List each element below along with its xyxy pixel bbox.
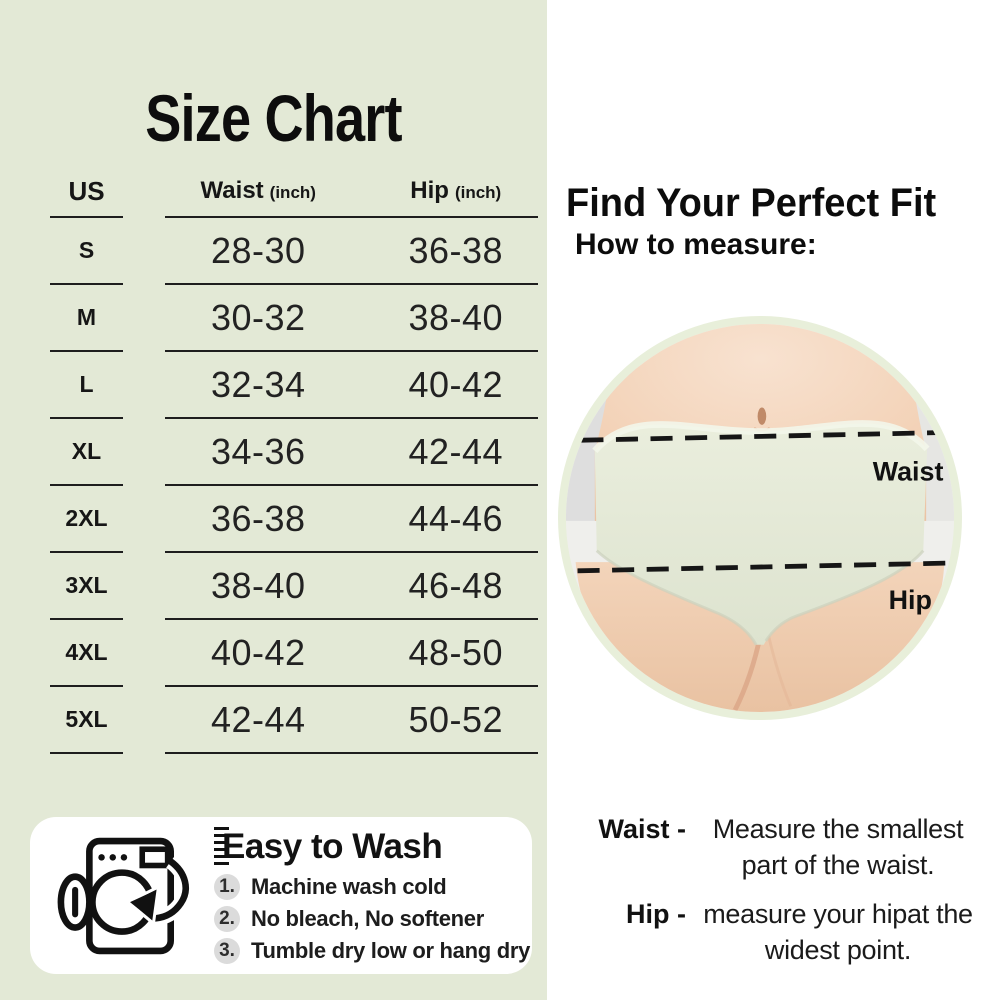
wash-care-card: Easy to Wash 1. Machine wash cold 2. No …	[30, 817, 532, 974]
header-us: US	[50, 166, 123, 218]
definition-desc: measure your hipat the widest point.	[703, 899, 973, 965]
size-cell: L	[50, 352, 123, 419]
item-number-badge: 3.	[214, 938, 240, 964]
measure-definitions: Waist - Measure the smallest part of the…	[566, 812, 976, 969]
definition-row: Waist - Measure the smallest part of the…	[566, 812, 976, 883]
header-waist: Waist (inch)	[165, 177, 352, 205]
definition-term: Waist -	[598, 814, 687, 844]
waist-cell: 42-44	[210, 698, 306, 740]
wash-item-text: Tumble dry low or hang dry	[251, 938, 531, 963]
hip-cell: 42-44	[408, 430, 504, 472]
table-row: M 30-32 38-40	[50, 285, 538, 352]
washing-machine-icon	[52, 835, 204, 957]
wash-text-block: Easy to Wash 1. Machine wash cold 2. No …	[214, 827, 530, 964]
header-waist-label: Waist	[200, 177, 264, 204]
table-row: 3XL 38-40 46-48	[50, 553, 538, 620]
size-cell: S	[50, 218, 123, 285]
waist-cell: 36-38	[210, 497, 306, 539]
item-number-badge: 1.	[214, 874, 240, 900]
hip-cell: 44-46	[408, 497, 504, 539]
hip-cell: 46-48	[408, 564, 504, 606]
size-cell: XL	[50, 419, 123, 486]
header-waist-unit: (inch)	[269, 183, 316, 202]
definition-term: Hip -	[626, 899, 686, 930]
waist-cell: 32-34	[210, 363, 306, 405]
wash-item-text: Machine wash cold	[251, 874, 447, 899]
definition-desc: Measure the smallest part of the waist.	[712, 814, 964, 880]
hip-cell: 50-52	[408, 698, 504, 740]
definition-row: Hip - measure your hipat the widest poin…	[566, 897, 976, 968]
table-row: L 32-34 40-42	[50, 352, 538, 419]
waist-dash-line	[581, 430, 943, 443]
header-hip-unit: (inch)	[454, 183, 502, 202]
table-row: 2XL 36-38 44-46	[50, 486, 538, 553]
hip-cell: 38-40	[408, 296, 504, 338]
wash-instruction-item: 3. Tumble dry low or hang dry	[214, 938, 530, 964]
table-row: 5XL 42-44 50-52	[50, 687, 538, 754]
hip-diagram-label: Hip	[889, 585, 932, 615]
table-row: 4XL 40-42 48-50	[50, 620, 538, 687]
size-cell: M	[50, 285, 123, 352]
hip-cell: 40-42	[408, 363, 504, 405]
body-photo-illustration: Waist Hip	[566, 324, 954, 712]
table-row: XL 34-36 42-44	[50, 419, 538, 486]
fit-guide-subtitle: How to measure:	[575, 228, 817, 261]
fit-guide-title: Find Your Perfect Fit	[566, 181, 937, 225]
hip-dash-line	[577, 560, 947, 574]
waist-diagram-label: Waist	[873, 457, 944, 487]
waist-cell: 40-42	[210, 631, 306, 673]
waist-cell: 30-32	[210, 296, 306, 338]
size-cell: 5XL	[50, 687, 123, 754]
size-table: US Waist (inch) Hip (inch) S 28-30 36-38 M…	[50, 166, 538, 754]
item-number-badge: 2.	[214, 906, 240, 932]
table-row: S 28-30 36-38	[50, 218, 538, 285]
size-chart-title: Size Chart	[145, 81, 402, 155]
wash-instruction-item: 1. Machine wash cold	[214, 874, 530, 900]
wash-item-text: No bleach, No softener	[251, 906, 484, 931]
table-header-row: US Waist (inch) Hip (inch)	[50, 166, 538, 218]
size-cell: 2XL	[50, 486, 123, 553]
hip-cell: 48-50	[408, 631, 504, 673]
stripes-glitch-icon	[214, 827, 229, 867]
waist-cell: 34-36	[210, 430, 306, 472]
size-cell: 3XL	[50, 553, 123, 620]
wash-instruction-item: 2. No bleach, No softener	[214, 906, 530, 932]
waist-cell: 28-30	[210, 229, 306, 271]
waist-cell: 38-40	[210, 564, 306, 606]
table-body: S 28-30 36-38 M 30-32 38-40 L 32-34 40-4…	[50, 218, 538, 754]
left-green-panel: Size Chart US Waist (inch) Hip (inch) S 28…	[0, 0, 547, 1000]
header-hip: Hip (inch)	[352, 177, 539, 205]
wash-instruction-list: 1. Machine wash cold 2. No bleach, No so…	[214, 874, 530, 964]
measure-diagram: Waist Hip	[558, 316, 962, 720]
hip-cell: 36-38	[408, 229, 504, 271]
header-hip-label: Hip	[410, 177, 449, 204]
wash-card-title: Easy to Wash	[222, 827, 443, 866]
size-cell: 4XL	[50, 620, 123, 687]
